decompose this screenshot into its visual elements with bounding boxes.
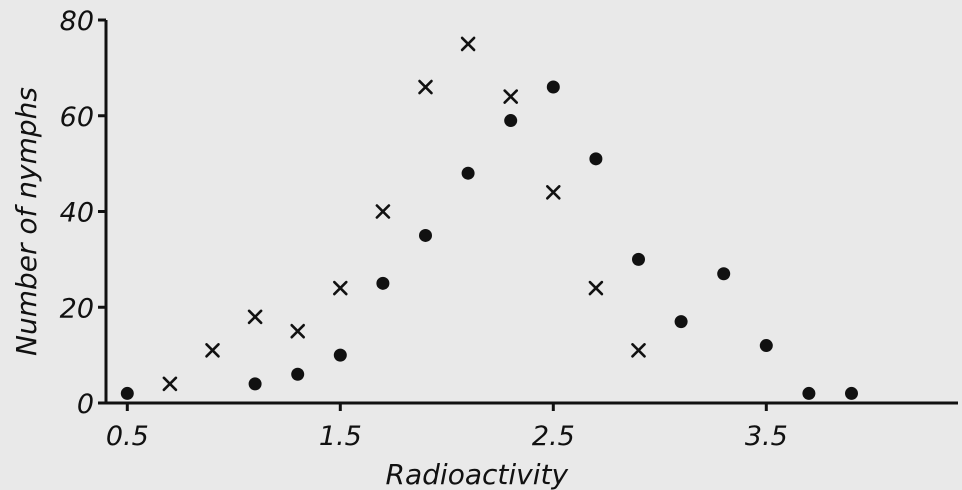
cross-stroke: [247, 309, 263, 325]
data-point-dot: [845, 386, 858, 400]
cross-stroke: [588, 280, 604, 296]
data-point-cross: [503, 89, 519, 104]
y-tick-label: 60: [60, 102, 94, 133]
data-point-dot: [759, 339, 773, 353]
data-point-dot: [589, 152, 603, 166]
x-tick-label: 2.5: [532, 421, 575, 452]
data-point-dot: [120, 386, 134, 400]
data-point-cross: [545, 185, 561, 200]
cross-stroke: [375, 204, 391, 219]
y-tick-label: 40: [60, 198, 94, 229]
data-point-cross: [247, 309, 263, 325]
data-point-dot: [419, 228, 432, 242]
cross-stroke: [290, 323, 306, 339]
cross-stroke: [631, 343, 646, 358]
y-tick-label: 20: [60, 293, 94, 324]
cross-stroke: [205, 343, 220, 358]
y-axis-title: Number of nymphs: [10, 87, 43, 356]
data-point-cross: [162, 376, 178, 392]
data-point-dot: [802, 386, 816, 400]
data-point-dot: [248, 377, 262, 391]
chart-marks: [120, 36, 858, 400]
data-point-cross: [460, 36, 476, 52]
cross-stroke: [418, 79, 433, 95]
cross-stroke: [545, 185, 561, 200]
x-tick-label: 1.5: [319, 421, 362, 452]
data-point-cross: [588, 280, 604, 296]
cross-stroke: [460, 36, 476, 52]
data-point-cross: [418, 79, 433, 95]
cross-stroke: [332, 280, 348, 296]
x-tick-label: 3.5: [745, 421, 788, 452]
data-point-dot: [632, 252, 645, 266]
cross-stroke: [503, 89, 519, 104]
data-point-dot: [333, 348, 347, 362]
data-point-dot: [291, 367, 305, 381]
x-axis-title: Radioactivity: [386, 458, 569, 490]
data-point-dot: [461, 166, 475, 180]
data-point-cross: [205, 343, 220, 358]
y-tick-label: 80: [60, 6, 94, 37]
data-point-dot: [376, 276, 390, 290]
data-point-cross: [332, 280, 348, 296]
data-point-dot: [717, 267, 731, 281]
chart-ticks: 0 20 40 60 80 0.5 1.5 2.5 3.5: [60, 6, 788, 452]
data-point-cross: [375, 204, 391, 219]
data-point-dot: [674, 315, 688, 329]
x-tick-label: 0.5: [106, 421, 149, 452]
cross-stroke: [162, 376, 178, 392]
data-point-dot: [546, 80, 560, 94]
chart-axes: [104, 20, 958, 405]
data-point-cross: [290, 323, 306, 339]
data-point-cross: [631, 343, 646, 358]
y-tick-label: 0: [77, 389, 94, 420]
data-point-dot: [504, 114, 518, 128]
